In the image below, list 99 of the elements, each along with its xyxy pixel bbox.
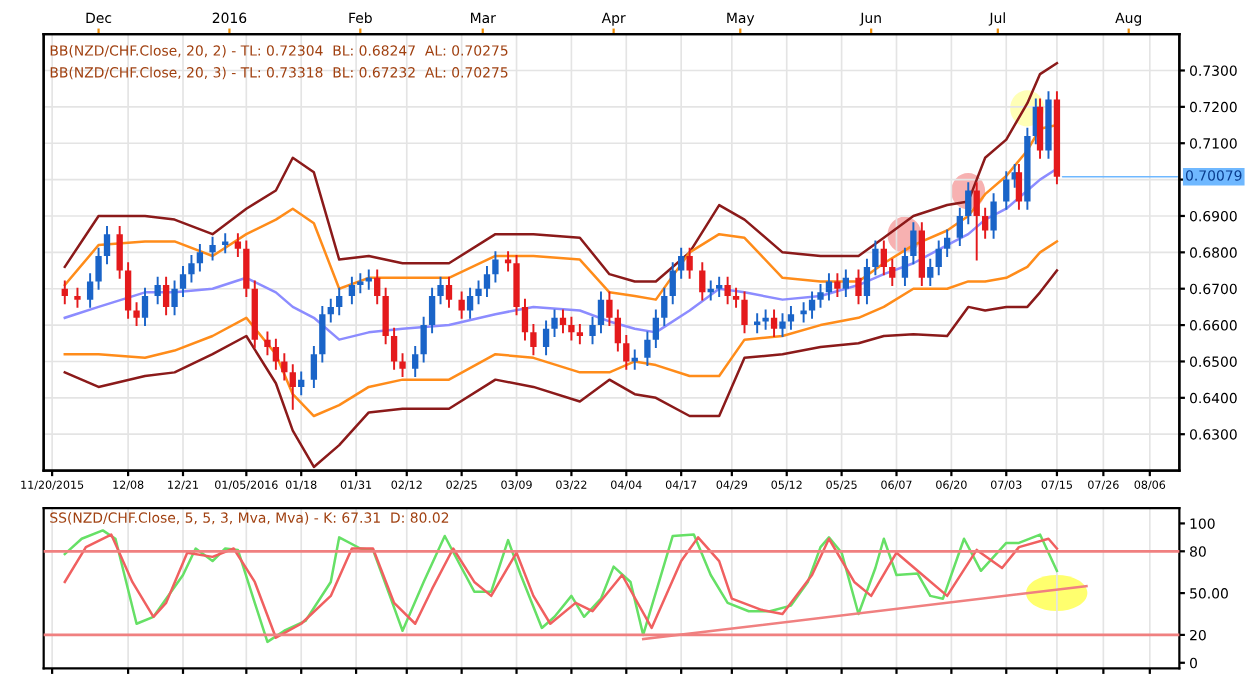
candlestick [779,313,786,337]
candlestick [154,276,161,305]
candlestick [336,287,343,316]
candlestick [973,182,980,261]
candlestick [234,233,242,257]
candlestick [281,353,288,381]
candlestick [243,240,250,297]
candlestick [741,291,748,334]
candlestick [686,247,693,279]
candlestick [606,291,613,327]
candlestick [530,324,537,356]
candlestick [965,182,972,225]
candlestick [133,302,140,327]
candlestick [289,364,296,410]
candlestick [901,247,909,287]
candlestick [678,247,685,279]
candlestick [1036,98,1044,159]
candlestick [521,298,529,341]
candlestick [918,222,925,287]
line-series [63,240,1059,418]
candlestick [74,287,81,308]
candlestick [264,331,271,356]
candlestick [327,298,334,323]
candlestick [124,262,132,319]
candlestick [889,258,896,287]
candlestick [141,287,149,327]
candlestick [762,309,769,330]
candlestick [614,309,622,352]
candlestick [644,331,651,367]
candlestick [863,258,871,305]
candlestick [196,244,204,272]
candlestick [466,287,474,319]
candlestick [103,225,111,265]
candlestick [551,309,558,337]
candlestick [298,371,305,396]
candlestick [382,287,389,345]
candlestick [623,335,630,370]
candlestick [880,240,887,276]
candlestick [589,316,596,345]
candlestick [222,233,229,254]
candlestick [61,280,68,305]
candlestick [669,262,676,305]
candlestick [716,276,723,297]
candlestick [787,305,795,330]
candlestick [357,273,364,294]
candlestick [458,291,465,319]
candlestick [855,269,862,305]
candlestick [559,309,567,334]
candlestick [770,309,778,337]
candlestick [956,207,963,247]
candlestick [652,309,660,348]
candlestick [661,287,668,327]
candlestick [935,240,942,276]
candlestick [699,262,706,301]
candlestick [732,287,740,308]
candlestick [576,324,584,345]
candlestick [348,276,356,305]
candlestick [910,222,917,265]
candlestick [95,247,102,290]
candlestick [116,225,123,279]
candlestick [445,276,453,308]
candlestick [188,255,195,283]
candlestick [927,258,934,287]
candlestick [943,229,951,257]
candlestick [513,255,520,316]
candlestick [842,269,849,297]
candlestick [209,236,216,261]
candlestick [319,305,326,363]
candlestick [568,316,575,341]
candlestick [808,291,816,319]
candlestick [399,353,406,377]
candlestick [374,269,381,305]
candlestick [990,193,997,239]
candlestick [179,265,187,297]
candlestick [272,338,280,370]
candlestick [483,265,491,297]
candlestick [872,240,879,276]
candlestick [800,302,807,323]
candlestick [390,327,398,370]
candlestick [428,287,436,334]
candlestick [420,316,427,363]
candlestick [86,273,94,308]
candlestick [475,280,482,305]
candlestick [1003,171,1010,210]
candlestick [310,345,318,388]
line-series [63,269,1059,469]
candlestick [162,276,170,316]
candlestick [834,273,841,297]
candlestick [412,345,419,377]
candlestick [597,291,605,334]
candlestick [754,313,761,334]
candlestick [981,207,989,239]
candlestick [437,276,444,305]
candlestick [542,320,550,356]
candlestick [171,280,178,316]
candlestick [825,273,833,301]
candlestick [724,276,731,305]
candlestick [492,251,499,283]
candlestick [817,284,824,308]
